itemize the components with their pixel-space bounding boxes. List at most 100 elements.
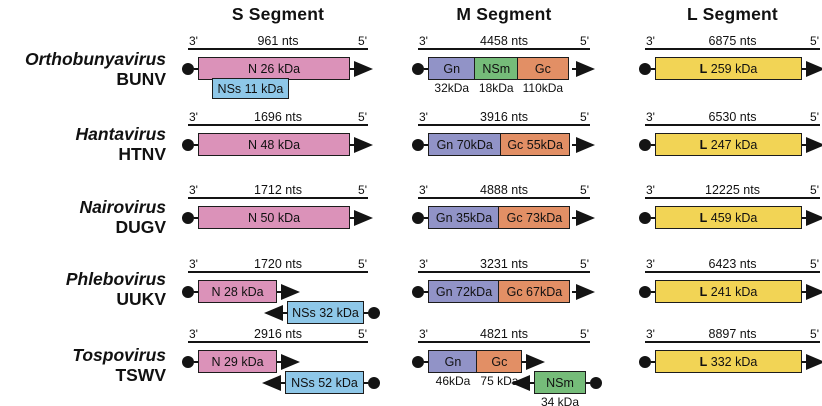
nts-length-label: 1712 nts	[254, 183, 302, 197]
kda-sublabel: 18kDa	[478, 81, 514, 95]
gene-box-label: Gc 73kDa	[506, 210, 563, 225]
three-prime-label: 3'	[419, 110, 428, 124]
virus-label: Phlebovirus UUKV	[0, 255, 180, 325]
gene-box-label: L 241 kDa	[699, 284, 758, 299]
mrna-end-dot-icon	[182, 211, 194, 224]
nts-length-label: 6423 nts	[708, 257, 757, 271]
virus-label: Hantavirus HTNV	[0, 108, 180, 181]
segment-scale-line: 3' 12225 nts 5'	[645, 183, 820, 199]
kda-sublabel: 32kDa	[434, 81, 470, 95]
gene-box-nsm: NSm 34 kDa	[534, 371, 586, 406]
gene-box-l: L 459 kDa	[655, 206, 802, 229]
connector-line	[424, 143, 428, 146]
connector-line	[586, 381, 590, 384]
forward-orf-construct: N 48 kDa	[182, 133, 373, 156]
gene-box-gn: Gn 32kDa	[428, 57, 476, 95]
segment-scale-line: 3' 3231 nts 5'	[418, 257, 590, 273]
three-prime-label: 3'	[419, 257, 428, 271]
gene-box-label: Gn 35kDa	[435, 210, 493, 225]
five-prime-label: 5'	[580, 110, 589, 124]
segment-m-diagram: 3' 4821 nts 5' Gn 46kDa Gc 75 kDa NSm 34 kDa	[412, 325, 602, 406]
segment-s-diagram: 3' 2916 nts 5' N 29 kDa NSs 52 kDa	[182, 325, 380, 406]
gene-box-group: NSs 52 kDa	[285, 371, 364, 394]
segment-scale-line: 3' 8897 nts 5'	[645, 327, 820, 343]
virus-label: Orthobunyavirus BUNV	[0, 32, 180, 108]
forward-orf-construct: Gn 46kDa Gc 75 kDa	[412, 350, 590, 388]
gene-box-label: NSm	[546, 375, 574, 390]
connector-line	[350, 143, 354, 146]
arrowhead-left-icon	[264, 304, 283, 321]
segment-s-diagram: 3' 1720 nts 5' N 28 kDa NSs 32 kDa	[182, 255, 380, 325]
gene-box-gc: Gc 75 kDa	[476, 350, 523, 388]
forward-orf-construct: L 459 kDa	[639, 206, 822, 229]
gene-box-label: Gc 55kDa	[507, 137, 563, 152]
connector-line	[802, 67, 806, 70]
gene-box-label: Gn	[443, 61, 461, 76]
segment-scale-line: 3' 4888 nts 5'	[418, 183, 590, 199]
segment-l-diagram: 3' 6875 nts 5' L 259 kDa	[639, 32, 822, 108]
segment-l-diagram: 3' 8897 nts 5' L 332 kDa	[639, 325, 822, 406]
segment-m-diagram: 3' 3916 nts 5' Gn 70kDa Gc 55kDa	[412, 108, 595, 181]
mrna-end-dot-icon	[412, 62, 424, 75]
forward-orf-construct: Gn 70kDa Gc 55kDa	[412, 133, 595, 156]
segment-s-diagram: 3' 1696 nts 5' N 48 kDa	[182, 108, 373, 181]
forward-orf-construct: Gn 32kDa NSm 18kDa Gc 110kDa	[412, 57, 595, 95]
connector-line	[194, 290, 198, 293]
kda-sublabel: 110kDa	[522, 81, 564, 95]
gene-box-label: Gn 72kDa	[435, 284, 493, 299]
arrowhead-right-icon	[806, 283, 822, 300]
arrowhead-left-icon	[511, 374, 530, 391]
gene-box-group: Gn 46kDa Gc 75 kDa	[428, 350, 523, 388]
gene-box-nss: NSs 52 kDa	[285, 371, 364, 394]
three-prime-label: 3'	[189, 183, 198, 197]
connector-line	[802, 216, 806, 219]
virus-row-dugv: Nairovirus DUGV 3' 1712 nts 5' N 50 kDa 3' 4888…	[0, 181, 822, 255]
gene-box-group: NSs 32 kDa	[287, 301, 364, 324]
genus-label: Tospovirus	[72, 344, 166, 365]
connector-line	[651, 216, 655, 219]
connector-line	[364, 381, 368, 384]
segment-m-diagram: 3' 4888 nts 5' Gn 35kDa Gc 73kDa	[412, 181, 595, 255]
three-prime-label: 3'	[189, 110, 198, 124]
virus-label: Tospovirus TSWV	[0, 325, 180, 406]
gene-box-label: N 48 kDa	[247, 137, 301, 152]
gene-box-group: Gn 70kDa Gc 55kDa	[428, 133, 572, 156]
gene-box-label: NSm	[482, 61, 511, 76]
connector-line	[194, 360, 198, 363]
three-prime-label: 3'	[189, 257, 198, 271]
gene-box-gc: Gc 110kDa	[516, 57, 569, 95]
connector-line	[424, 67, 428, 70]
segment-m-diagram: 3' 4458 nts 5' Gn 32kDa NSm 18kDa Gc 110kDa	[412, 32, 595, 108]
mrna-end-dot-icon	[639, 211, 651, 224]
gene-box-n: N 28 kDa	[198, 280, 277, 303]
gene-box-group: N 28 kDa	[198, 280, 277, 303]
gene-box-n: N 48 kDa	[198, 133, 350, 156]
gene-box-group: N 48 kDa	[198, 133, 350, 156]
reverse-orf-construct: NSm 34 kDa	[418, 371, 602, 406]
gene-box-label: L 459 kDa	[699, 210, 758, 225]
nts-length-label: 2916 nts	[254, 327, 302, 341]
reverse-orf-construct: NSs 52 kDa	[188, 371, 380, 394]
nts-length-label: 1696 nts	[254, 110, 302, 124]
strain-label: TSWV	[115, 364, 166, 385]
gene-box-group: Gn 32kDa NSm 18kDa Gc 110kDa	[428, 57, 572, 95]
segment-scale-line: 3' 2916 nts 5'	[188, 327, 368, 343]
gene-box-group: L 241 kDa	[655, 280, 802, 303]
arrowhead-right-icon	[354, 60, 373, 77]
mrna-end-dot-icon	[182, 285, 194, 298]
virus-label: Nairovirus DUGV	[0, 181, 180, 255]
nts-length-label: 961 nts	[257, 34, 299, 48]
segment-l-diagram: 3' 6423 nts 5' L 241 kDa	[639, 255, 822, 325]
gene-box-nsm: NSm 18kDa	[473, 57, 519, 95]
mrna-end-dot-icon	[412, 138, 424, 151]
three-prime-label: 3'	[646, 183, 655, 197]
segment-scale-line: 3' 3916 nts 5'	[418, 110, 590, 126]
genus-label: Nairovirus	[79, 197, 166, 218]
forward-orf-construct: N 28 kDa	[182, 280, 368, 303]
nts-length-label: 1720 nts	[254, 257, 302, 271]
five-prime-label: 5'	[810, 257, 819, 271]
gene-box-gn: Gn 70kDa	[428, 133, 502, 156]
nts-length-label: 4821 nts	[480, 327, 528, 341]
arrowhead-right-icon	[806, 209, 822, 226]
